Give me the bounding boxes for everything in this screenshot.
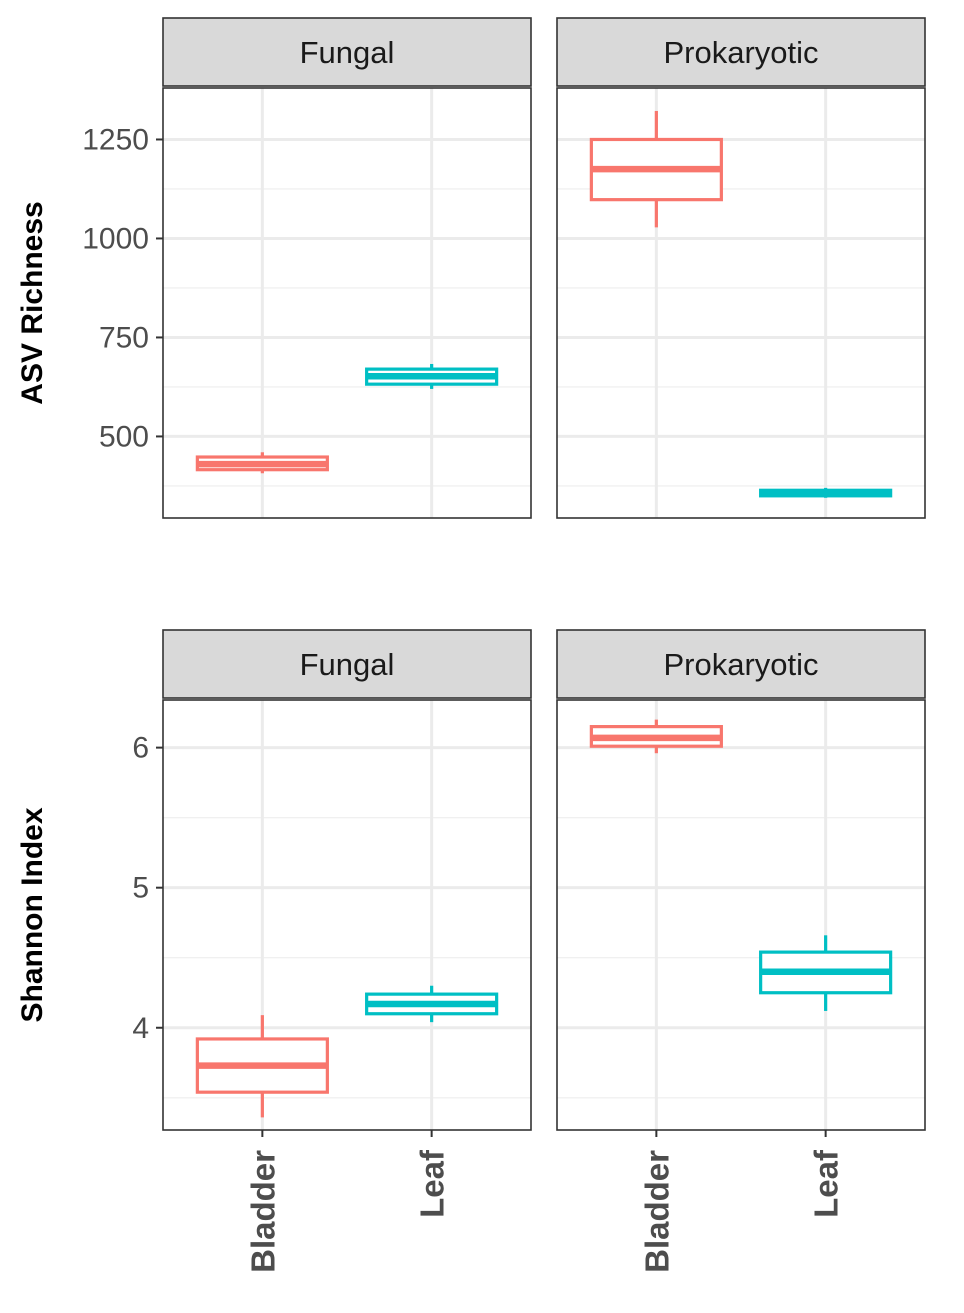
richness-prokaryotic-panel-border bbox=[556, 87, 926, 519]
richness-y-tick-label: 1000 bbox=[82, 222, 149, 255]
richness-prokaryotic-facet-strip bbox=[556, 17, 926, 87]
richness-fungal-facet-strip bbox=[162, 17, 532, 87]
shannon-prokaryotic-panel-border bbox=[556, 699, 926, 1131]
shannon-prokaryotic-x-tick-label-bladder: Bladder bbox=[638, 1150, 675, 1273]
richness-fungal-facet-label: Fungal bbox=[300, 35, 395, 70]
richness-y-tick-label: 750 bbox=[99, 321, 149, 354]
shannon-y-tick-label: 6 bbox=[132, 732, 149, 765]
shannon-prokaryotic-facet-strip bbox=[556, 629, 926, 699]
shannon-fungal-x-tick-label-bladder: Bladder bbox=[244, 1150, 281, 1273]
richness-prokaryotic-facet-label: Prokaryotic bbox=[663, 35, 818, 70]
shannon-fungal-x-tick-label-leaf: Leaf bbox=[414, 1149, 451, 1218]
shannon-fungal-panel-border bbox=[162, 699, 532, 1131]
shannon-prokaryotic-panel-background bbox=[557, 700, 925, 1130]
richness-fungal-panel-border bbox=[162, 87, 532, 519]
shannon-prokaryotic-x-tick-label-leaf: Leaf bbox=[808, 1149, 845, 1218]
richness-fungal-panel-background bbox=[163, 88, 531, 518]
shannon-y-tick-label: 5 bbox=[132, 872, 149, 905]
shannon-fungal-facet-strip bbox=[162, 629, 532, 699]
shannon-fungal-facet-label: Fungal bbox=[300, 647, 395, 682]
richness-y-tick-label: 1250 bbox=[82, 123, 149, 156]
shannon-prokaryotic-facet-label: Prokaryotic bbox=[663, 647, 818, 682]
richness-y-tick-label: 500 bbox=[99, 420, 149, 453]
richness-y-axis-label: ASV Richness bbox=[16, 201, 49, 404]
shannon-y-tick-label: 4 bbox=[132, 1012, 149, 1045]
shannon-y-axis-label: Shannon Index bbox=[16, 807, 49, 1022]
